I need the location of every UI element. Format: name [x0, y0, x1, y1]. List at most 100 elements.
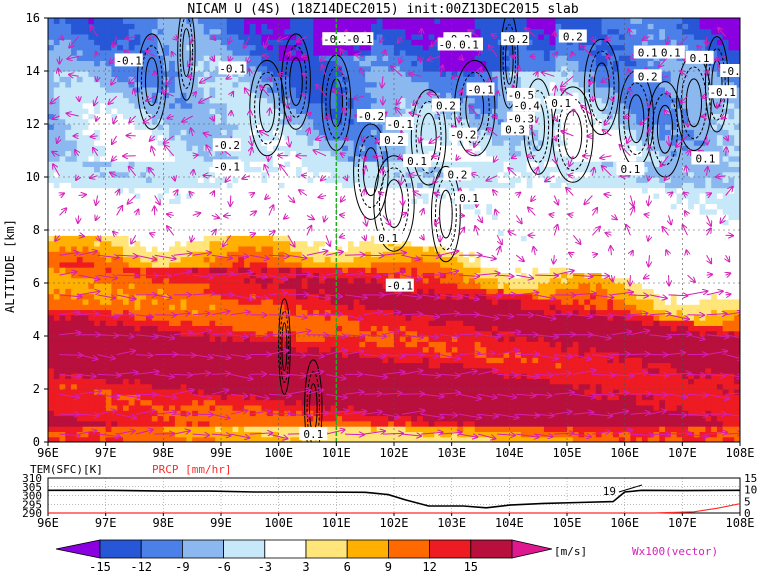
wind-cell: [59, 325, 66, 332]
wind-cell: [370, 304, 378, 311]
wind-cell: [319, 373, 326, 379]
wind-cell: [169, 410, 176, 417]
wind-cell: [278, 245, 286, 252]
wind-cell: [192, 118, 199, 125]
wind-cell: [128, 203, 136, 210]
wind-cell: [394, 161, 401, 167]
wind-cell: [399, 219, 407, 226]
wind-cell: [221, 198, 228, 205]
wind-cell: [128, 28, 136, 35]
wind-cell: [359, 124, 366, 130]
wind-cell: [65, 378, 72, 385]
wind-cell: [394, 150, 401, 157]
wind-cell: [215, 23, 222, 30]
wind-cell: [278, 426, 286, 432]
wind-cell: [169, 256, 176, 263]
wind-cell: [301, 44, 309, 51]
wind-cell: [342, 404, 349, 411]
wind-cell: [140, 60, 147, 67]
wind-cell: [88, 330, 95, 337]
wind-cell: [336, 224, 343, 231]
wind-cell: [284, 71, 291, 77]
wind-cell: [347, 309, 355, 316]
wind-cell: [123, 389, 130, 395]
wind-cell: [111, 192, 118, 199]
wind-cell: [272, 251, 280, 258]
wind-cell: [249, 378, 257, 385]
wind-cell: [307, 139, 314, 146]
wind-cell: [278, 373, 286, 379]
wind-cell: [59, 92, 66, 99]
wind-cell: [94, 124, 101, 130]
wind-cell: [71, 18, 78, 24]
wind-cell: [174, 97, 182, 104]
wind-cell: [128, 298, 136, 305]
wind-cell: [244, 18, 251, 24]
wind-cell: [140, 203, 147, 210]
wind-cell: [146, 389, 153, 395]
wind-cell: [226, 28, 234, 35]
wind-cell: [71, 389, 78, 395]
wind-cell: [157, 304, 164, 311]
wind-cell: [272, 277, 280, 284]
wind-cell: [272, 76, 280, 83]
wind-cell: [244, 415, 251, 422]
wind-cell: [169, 28, 176, 35]
wind-cell: [244, 293, 251, 300]
wind-cell: [244, 431, 251, 438]
wind-cell: [123, 357, 130, 364]
wind-cell: [382, 118, 389, 125]
wind-cell: [151, 341, 159, 348]
wind-cell: [313, 129, 320, 136]
wind-cell: [134, 362, 141, 369]
wind-cell: [330, 426, 337, 432]
wind-cell: [82, 49, 89, 56]
wind-cell: [192, 224, 199, 231]
wind-cell: [197, 426, 205, 432]
wind-cell: [209, 256, 216, 263]
wind-cell: [105, 55, 113, 61]
wind-cell: [88, 203, 95, 210]
wind-cell: [88, 272, 95, 279]
wind-cell: [388, 23, 395, 30]
wind-cell: [140, 389, 147, 395]
wind-cell: [53, 256, 61, 263]
wind-cell: [111, 150, 118, 157]
wind-cell: [215, 378, 222, 385]
wind-cell: [48, 245, 55, 252]
wind-cell: [140, 65, 147, 72]
wind-cell: [134, 187, 141, 194]
wind-cell: [347, 18, 355, 24]
wind-cell: [353, 192, 360, 199]
wind-cell: [238, 39, 245, 46]
wind-cell: [76, 224, 84, 231]
wind-cell: [99, 267, 107, 273]
wind-cell: [128, 192, 136, 199]
wind-cell: [105, 166, 113, 173]
wind-cell: [94, 203, 101, 210]
wind-cell: [382, 320, 389, 326]
wind-cell: [244, 304, 251, 311]
wind-cell: [128, 208, 136, 215]
wind-cell: [111, 320, 118, 326]
wind-cell: [388, 44, 395, 51]
wind-cell: [151, 150, 159, 157]
wind-cell: [370, 389, 378, 395]
wind-cell: [278, 304, 286, 311]
wind-cell: [99, 283, 107, 289]
wind-cell: [157, 155, 164, 162]
wind-cell: [365, 145, 372, 152]
wind-cell: [244, 28, 251, 35]
wind-cell: [365, 261, 372, 268]
wind-cell: [296, 28, 303, 35]
wind-cell: [128, 404, 136, 411]
wind-cell: [105, 33, 113, 40]
wind-cell: [370, 44, 378, 51]
wind-cell: [123, 261, 130, 268]
wind-cell: [59, 298, 66, 305]
wind-cell: [59, 362, 66, 369]
wind-cell: [53, 177, 61, 183]
wind-cell: [215, 134, 222, 141]
wind-cell: [226, 44, 234, 51]
wind-cell: [123, 298, 130, 305]
